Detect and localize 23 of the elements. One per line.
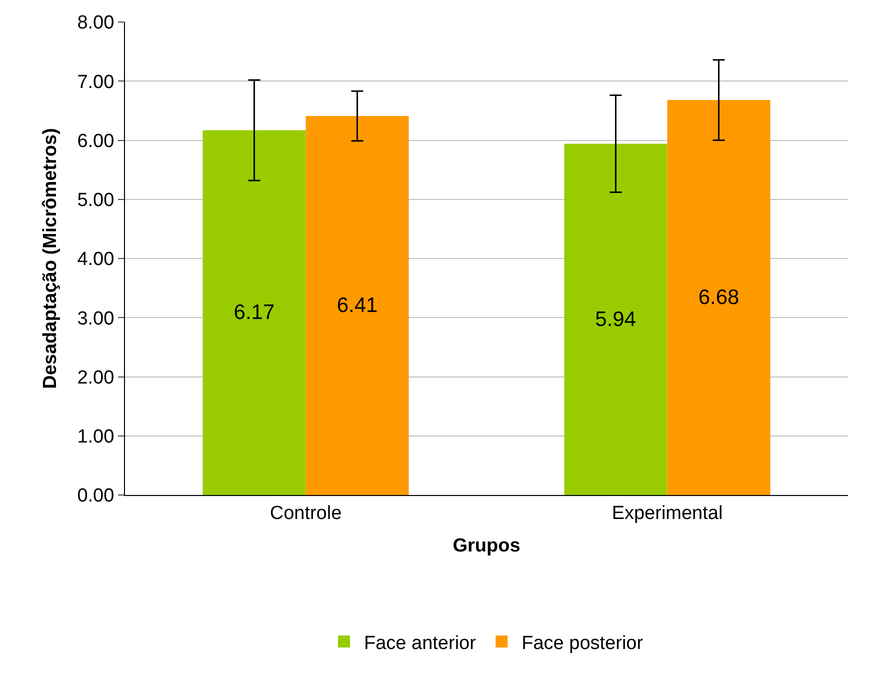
y-tick-label: 4.00 (77, 249, 114, 270)
x-tick-label: Experimental (612, 502, 723, 524)
y-tick-label: 8.00 (77, 12, 114, 34)
data-label: 6.17 (234, 301, 275, 324)
x-axis-title: Grupos (452, 536, 520, 557)
legend-label: Face anterior (364, 632, 477, 654)
y-tick-label: 5.00 (77, 190, 114, 212)
legend-label: Face posterior (522, 632, 644, 654)
y-tick-label: 2.00 (77, 367, 114, 388)
data-label: 6.68 (698, 286, 740, 310)
y-tick-label: 7.00 (77, 72, 114, 93)
bar (564, 144, 668, 495)
data-label: 6.41 (336, 294, 378, 318)
y-tick-label: 3.00 (77, 308, 114, 330)
x-tick-label: Controle (270, 502, 342, 524)
y-tick-label: 0.00 (77, 486, 114, 507)
y-tick-label: 1.00 (77, 426, 114, 448)
bar (667, 100, 770, 495)
bar (306, 116, 409, 495)
y-axis-title: Desadaptação (Micrômetros) (40, 128, 62, 389)
y-tick-label: 6.00 (77, 130, 114, 152)
bar (202, 130, 306, 495)
data-label: 5.94 (595, 308, 636, 331)
